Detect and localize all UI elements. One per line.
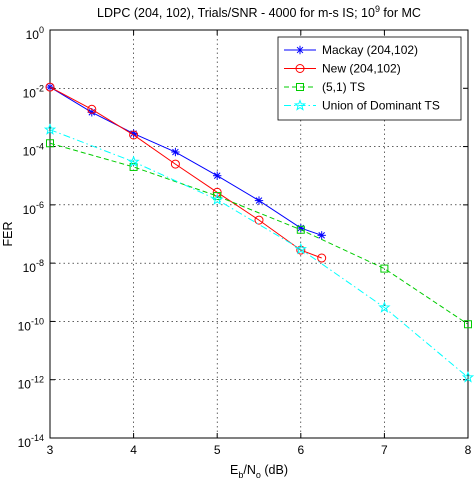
x-tick-label: 6: [297, 443, 304, 457]
series-1: [45, 82, 327, 263]
title-tail: for MC: [380, 6, 421, 20]
marker-pentagram: [43, 123, 57, 135]
y-tick-label: 10-2: [23, 83, 44, 100]
marker-square: [380, 264, 389, 273]
legend-label: Union of Dominant TS: [322, 99, 440, 113]
legend-box: [277, 36, 462, 121]
marker-asterisk: [295, 45, 305, 55]
y-tick-label: 10-6: [23, 200, 44, 217]
marker-circle: [254, 215, 264, 225]
legend-label: (5,1) TS: [322, 80, 365, 94]
marker-circle: [317, 253, 327, 263]
axis-ticks: 3 4 5 6 7 8 100 10-2 10-4 10-6 10-8 10-10 10-12 10-14: [18, 25, 472, 457]
legend-label: Mackay (204,102): [322, 43, 418, 57]
y-tick-label: 10-12: [18, 375, 44, 392]
marker-circle: [45, 82, 55, 92]
marker-circle: [170, 159, 180, 169]
marker-pentagram: [378, 301, 391, 313]
marker-circle: [87, 104, 97, 114]
legend-entry: Union of Dominant TS: [284, 99, 440, 113]
marker-asterisk: [171, 147, 180, 157]
chart-title: LDPC (204, 102), Trials/SNR - 4000 for m…: [97, 4, 421, 20]
legend-entries: Mackay (204,102) New (204,102) (5,1) TS Uni…: [284, 43, 440, 113]
marker-square: [296, 83, 304, 91]
xlabel-o-sub: o: [256, 470, 261, 480]
legend-label: New (204,102): [322, 62, 401, 76]
marker-square: [296, 225, 305, 234]
marker-pentagram: [293, 99, 307, 111]
xlabel-n: /N: [243, 463, 256, 477]
marker-circle: [296, 245, 306, 255]
y-tick-label: 10-4: [23, 142, 44, 159]
marker-circle: [295, 64, 305, 73]
marker-asterisk: [213, 171, 222, 180]
title-main: LDPC (204, 102), Trials/SNR - 4000 for m…: [97, 6, 375, 20]
title-superscript: 9: [375, 4, 380, 14]
y-tick-label: 10-8: [23, 258, 44, 275]
series-layer: [43, 82, 474, 383]
series-line: [49, 86, 322, 236]
xlabel-e: E: [230, 463, 238, 477]
legend: Mackay (204,102) New (204,102) (5,1) TS Uni…: [277, 36, 462, 121]
y-tick-label: 10-10: [18, 316, 44, 333]
marker-square: [46, 139, 54, 148]
marker-asterisk: [254, 196, 264, 205]
x-tick-label: 3: [47, 443, 54, 457]
x-tick-label: 7: [381, 443, 388, 457]
legend-entry: (5,1) TS: [284, 80, 365, 94]
legend-entry: Mackay (204,102): [284, 43, 418, 57]
marker-asterisk: [45, 82, 55, 92]
y-tick-label: 10-14: [18, 433, 44, 450]
series-3: [43, 123, 474, 383]
marker-pentagram: [294, 242, 307, 255]
marker-pentagram: [127, 155, 140, 168]
series-line: [49, 142, 469, 325]
series-line: [49, 129, 469, 378]
marker-asterisk: [317, 231, 326, 240]
y-tick-label: 100: [26, 25, 44, 42]
series-line: [49, 86, 322, 259]
y-axis-label: FER: [1, 222, 15, 247]
marker-circle: [129, 130, 139, 140]
legend-entry: New (204,102): [284, 62, 401, 76]
marker-pentagram: [211, 193, 224, 205]
series-0: [45, 82, 326, 240]
marker-square: [213, 192, 222, 201]
marker-square: [464, 320, 472, 329]
x-axis-label: Eb/No (dB): [230, 463, 288, 480]
x-tick-label: 4: [130, 443, 137, 457]
marker-pentagram: [461, 370, 474, 383]
xlabel-b-sub: b: [238, 470, 243, 480]
xlabel-unit: (dB): [261, 463, 288, 477]
x-tick-label: 5: [214, 443, 221, 457]
x-tick-label: 8: [465, 443, 472, 457]
